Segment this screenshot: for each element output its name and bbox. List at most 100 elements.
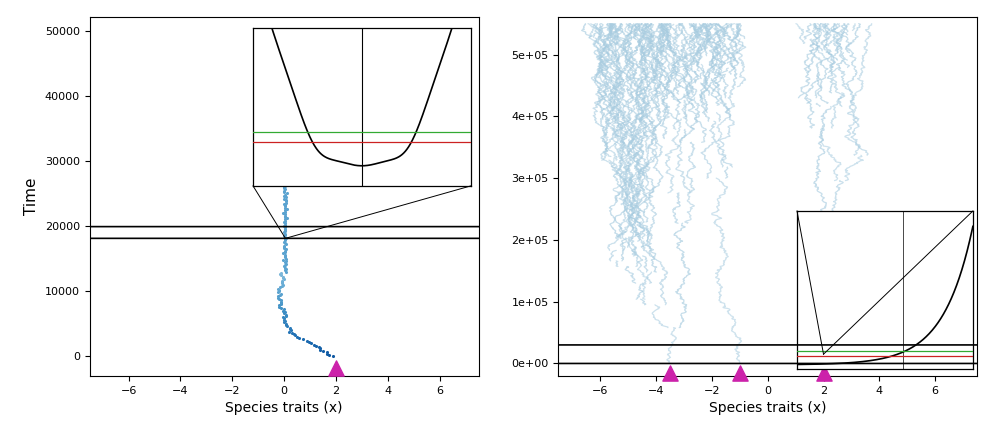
Point (277, 28, 293, 35)
Point (277, 109, 293, 116)
Point (277, 118, 293, 125)
Point (276, 195, 292, 202)
Point (277, 67, 293, 74)
Point (277, 253, 293, 260)
Point (276, 151, 292, 158)
Point (276, 71, 292, 78)
Point (276, 27, 292, 34)
Point (276, 233, 292, 240)
Point (275, 306, 291, 313)
Point (276, 178, 292, 185)
Point (277, 191, 293, 198)
Point (277, 180, 293, 187)
Point (273, 282, 289, 289)
Point (280, 80, 296, 87)
Point (276, 49, 292, 56)
Point (277, 138, 293, 145)
Point (277, 166, 293, 173)
Point (277, 182, 293, 189)
Point (319, 350, 335, 357)
Point (277, 249, 293, 256)
Point (277, 228, 293, 235)
Point (277, 225, 293, 232)
Point (308, 342, 324, 349)
Point (276, 87, 292, 94)
Point (276, 155, 292, 162)
Point (278, 215, 294, 222)
Point (277, 63, 293, 70)
Point (312, 345, 328, 352)
Point (277, 201, 293, 208)
Point (277, 126, 293, 133)
Point (275, 273, 291, 280)
Point (277, 121, 293, 128)
Point (277, 83, 293, 90)
Point (306, 341, 322, 348)
Point (278, 199, 294, 206)
Point (277, 160, 293, 167)
Point (277, 208, 293, 215)
Point (278, 312, 294, 319)
X-axis label: Species traits (x): Species traits (x) (225, 401, 343, 415)
Point (321, 351, 337, 358)
Point (278, 42, 294, 49)
Point (275, 274, 291, 281)
Point (277, 204, 293, 211)
Point (276, 200, 292, 207)
Point (275, 65, 291, 72)
Point (278, 260, 294, 267)
Point (277, 54, 293, 61)
Point (275, 222, 291, 229)
Point (276, 86, 292, 93)
Point (270, 289, 286, 296)
Point (279, 190, 295, 197)
Point (278, 78, 294, 85)
Point (273, 272, 289, 279)
Point (279, 48, 295, 55)
Point (275, 229, 291, 236)
Point (276, 276, 292, 283)
Point (276, 34, 292, 41)
Point (278, 173, 294, 180)
Point (277, 224, 293, 231)
Point (295, 336, 311, 343)
Point (277, 165, 293, 172)
Point (270, 294, 286, 301)
Point (328, 364, 344, 371)
Point (278, 76, 294, 83)
Point (277, 186, 293, 193)
Point (301, 338, 317, 345)
Point (276, 232, 292, 239)
Point (276, 174, 292, 181)
Y-axis label: Time: Time (24, 178, 39, 215)
Point (277, 112, 293, 119)
Point (277, 114, 293, 121)
Point (276, 220, 292, 227)
Point (276, 94, 292, 101)
Point (275, 209, 291, 216)
Point (276, 316, 292, 323)
Point (278, 258, 294, 265)
Point (278, 194, 294, 201)
Point (271, 286, 287, 293)
Point (271, 295, 287, 302)
Point (278, 268, 294, 275)
Point (277, 196, 293, 203)
Point (277, 159, 293, 166)
Point (286, 331, 302, 338)
Point (277, 123, 293, 130)
Point (272, 305, 288, 312)
Point (277, 143, 293, 150)
Point (277, 247, 293, 254)
Point (273, 269, 289, 276)
Point (278, 26, 294, 33)
Point (279, 66, 295, 73)
Point (276, 176, 292, 183)
Point (276, 221, 292, 228)
Point (277, 198, 293, 205)
Point (277, 153, 293, 160)
Point (276, 108, 292, 115)
Point (276, 117, 292, 124)
Point (277, 44, 293, 51)
Point (273, 301, 289, 308)
